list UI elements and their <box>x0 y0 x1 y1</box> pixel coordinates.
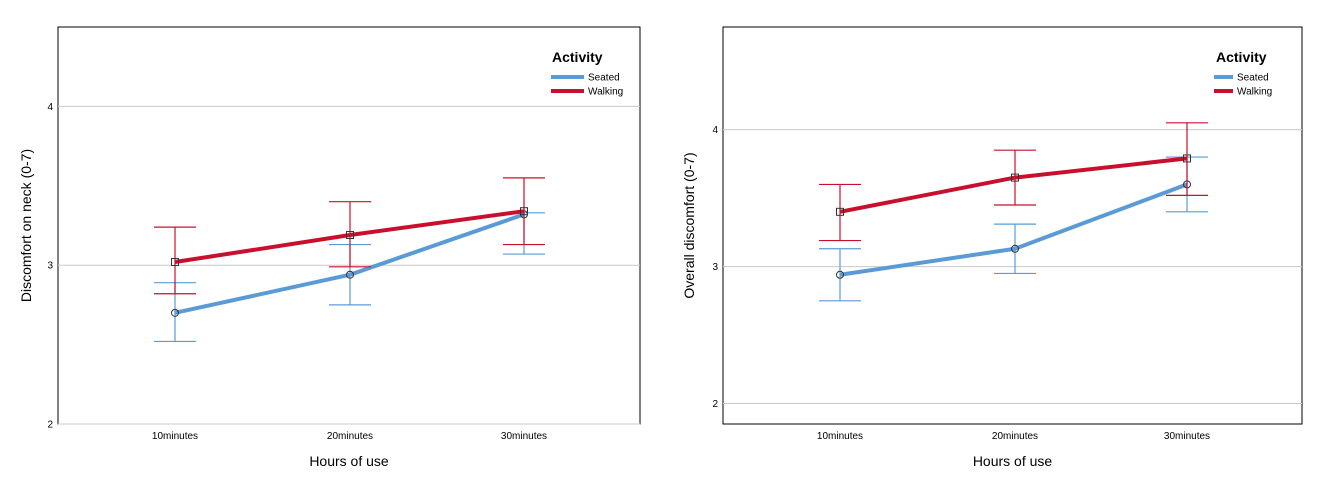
x-axis-title: Hours of use <box>309 453 389 469</box>
series-walking <box>819 122 1208 242</box>
y-tick-label: 4 <box>712 125 718 136</box>
x-tick-label: 30minutes <box>501 431 547 442</box>
series-walking <box>154 177 545 295</box>
series-line <box>839 182 1188 277</box>
y-axis-title: Overall discomfort (0-7) <box>681 152 697 298</box>
plot-area <box>722 26 1303 425</box>
data-point <box>1011 244 1019 253</box>
data-point <box>836 270 844 279</box>
data-point <box>346 231 354 240</box>
y-tick-label: 2 <box>47 420 53 431</box>
series-line <box>174 212 525 315</box>
x-axis-title: Hours of use <box>973 453 1053 469</box>
y-tick-label: 3 <box>47 261 53 272</box>
plot-area <box>57 26 641 425</box>
y-tick-label: 4 <box>47 102 53 113</box>
data-point <box>836 207 844 216</box>
series-line <box>174 209 525 265</box>
legend-title: Activity <box>1216 49 1267 65</box>
legend: Activity Seated Walking <box>551 49 623 98</box>
legend-label: Walking <box>588 87 623 98</box>
x-tick-label: 10minutes <box>817 431 863 442</box>
data-point <box>1183 154 1191 163</box>
x-tick-label: 30minutes <box>1164 431 1210 442</box>
data-point <box>1011 173 1019 182</box>
data-point <box>171 258 179 267</box>
y-tick-label: 3 <box>712 262 718 273</box>
legend-label: Seated <box>588 73 620 84</box>
legend-label: Walking <box>1237 87 1272 98</box>
x-tick-label: 20minutes <box>992 431 1038 442</box>
legend: Activity Seated Walking <box>1214 49 1272 98</box>
y-tick-label: 2 <box>712 399 718 410</box>
legend-title: Activity <box>552 49 603 65</box>
data-point <box>346 270 354 279</box>
x-tick-label: 20minutes <box>327 431 373 442</box>
chart-2: 2 3 4 10minutes 20minutes 30minutes Hours of u… <box>681 26 1303 469</box>
data-point <box>171 308 179 317</box>
chart-1: 2 3 4 10minutes 20minutes 30minutes Hours of u… <box>18 26 641 469</box>
legend-label: Seated <box>1237 73 1269 84</box>
data-point <box>520 207 528 216</box>
y-axis-title: Discomfort on neck (0-7) <box>18 149 34 302</box>
x-tick-label: 10minutes <box>152 431 198 442</box>
series-line <box>839 156 1188 214</box>
